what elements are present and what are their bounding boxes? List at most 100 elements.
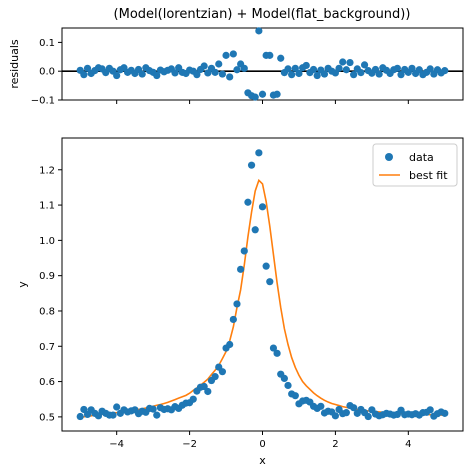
residual-point bbox=[360, 61, 369, 69]
residual-point bbox=[320, 70, 329, 78]
residual-point bbox=[83, 64, 92, 72]
residual-point bbox=[339, 58, 347, 66]
residuals-x-ticks bbox=[116, 100, 409, 104]
main-x-tick-label: −4 bbox=[109, 439, 124, 450]
data-point bbox=[204, 387, 212, 396]
data-point bbox=[284, 381, 292, 390]
y-axis-label: y bbox=[16, 281, 29, 288]
residual-point bbox=[218, 70, 226, 78]
residual-point bbox=[346, 58, 354, 67]
residual-point bbox=[255, 27, 263, 35]
residual-point bbox=[288, 71, 296, 79]
residual-point bbox=[113, 71, 121, 80]
residuals-plot-frame bbox=[61, 27, 464, 101]
residual-point bbox=[226, 73, 234, 81]
main-x-tick-label: 4 bbox=[405, 439, 411, 450]
data-point bbox=[342, 409, 350, 417]
data-point bbox=[262, 262, 270, 270]
main-y-ticks: 0.5 0.6 0.7 0.8 0.9 1.0 1.1 1.2 bbox=[39, 165, 62, 423]
residual-point bbox=[277, 54, 285, 62]
residual-point bbox=[211, 68, 219, 76]
main-y-tick-label: 1.0 bbox=[39, 236, 55, 247]
data-point bbox=[244, 198, 252, 206]
data-point bbox=[258, 203, 267, 211]
data-point bbox=[273, 349, 281, 357]
data-point bbox=[364, 412, 372, 421]
data-point bbox=[229, 315, 237, 324]
data-point bbox=[237, 265, 245, 273]
main-y-tick-label: 1.1 bbox=[39, 201, 55, 212]
residual-point bbox=[266, 51, 274, 59]
main-y-tick-label: 0.7 bbox=[39, 342, 55, 353]
data-point bbox=[266, 278, 274, 286]
data-point bbox=[255, 149, 263, 157]
main-y-tick-label: 0.6 bbox=[39, 377, 55, 388]
residual-point bbox=[80, 71, 88, 79]
residuals-y-tick-label: 0.0 bbox=[39, 67, 55, 78]
residuals-points bbox=[76, 27, 449, 101]
residuals-y-tick-label: 0.1 bbox=[39, 38, 55, 49]
main-y-tick-label: 0.8 bbox=[39, 306, 55, 317]
residuals-y-axis-label: residuals bbox=[8, 39, 21, 89]
residual-point bbox=[335, 64, 343, 72]
data-points bbox=[76, 149, 449, 421]
data-point bbox=[226, 340, 234, 349]
residual-point bbox=[441, 67, 449, 75]
data-point bbox=[280, 374, 288, 383]
residual-point bbox=[397, 71, 405, 79]
residual-point bbox=[342, 66, 350, 74]
main-x-tick-label: 0 bbox=[259, 439, 265, 450]
data-point bbox=[113, 403, 121, 411]
residual-point bbox=[258, 90, 267, 98]
data-point bbox=[251, 226, 259, 234]
residual-point bbox=[200, 62, 208, 70]
data-point bbox=[218, 368, 226, 376]
residual-point bbox=[215, 60, 223, 68]
chart-title: (Model(lorentzian) + Model(flat_backgrou… bbox=[114, 7, 411, 22]
residual-point bbox=[295, 69, 303, 78]
data-point bbox=[240, 247, 248, 255]
data-point bbox=[291, 392, 299, 400]
residual-point bbox=[375, 70, 383, 78]
residual-point bbox=[240, 64, 248, 72]
residual-point bbox=[357, 69, 365, 77]
data-point bbox=[426, 406, 434, 414]
data-point bbox=[350, 404, 358, 412]
residual-point bbox=[171, 69, 179, 77]
residual-point bbox=[426, 65, 434, 73]
data-point bbox=[211, 373, 219, 381]
residual-point bbox=[222, 51, 230, 59]
residual-point bbox=[153, 71, 161, 80]
residual-point bbox=[350, 71, 358, 79]
legend-marker-data bbox=[385, 153, 393, 161]
data-point bbox=[80, 405, 88, 414]
residual-point bbox=[273, 90, 281, 98]
data-point bbox=[76, 412, 84, 421]
legend-label-best-fit: best fit bbox=[409, 169, 448, 182]
residual-point bbox=[251, 93, 259, 101]
residual-point bbox=[313, 71, 321, 80]
data-point bbox=[153, 411, 161, 419]
residual-point bbox=[309, 65, 318, 74]
residual-point bbox=[229, 50, 237, 58]
data-point bbox=[189, 395, 197, 403]
legend: data best fit bbox=[372, 143, 458, 187]
residual-point bbox=[193, 71, 201, 79]
residual-point bbox=[291, 64, 299, 72]
data-point bbox=[317, 402, 325, 410]
residual-point bbox=[138, 70, 146, 78]
best-fit-line bbox=[80, 178, 445, 419]
data-point bbox=[269, 344, 278, 352]
data-point bbox=[247, 161, 256, 169]
data-point bbox=[331, 412, 340, 420]
legend-label-data: data bbox=[409, 151, 434, 164]
residual-point bbox=[415, 66, 423, 74]
main-y-tick-label: 1.2 bbox=[39, 165, 55, 176]
residual-point bbox=[233, 66, 241, 74]
data-point bbox=[233, 300, 241, 308]
main-x-tick-label: −2 bbox=[182, 439, 197, 450]
main-y-tick-label: 0.9 bbox=[39, 271, 55, 282]
residuals-y-ticks: −0.1 0.0 0.1 bbox=[31, 38, 62, 107]
residual-point bbox=[393, 64, 401, 72]
